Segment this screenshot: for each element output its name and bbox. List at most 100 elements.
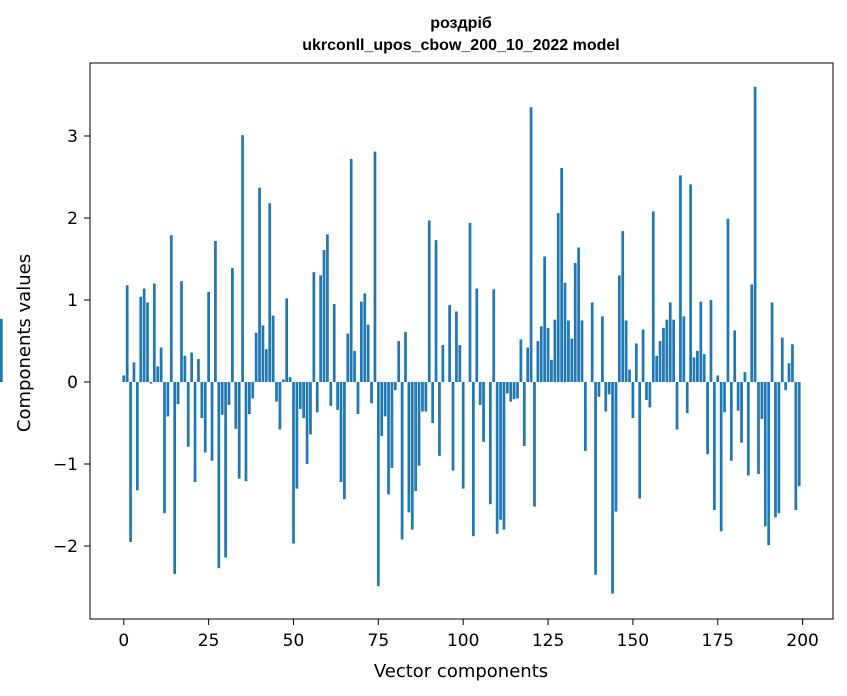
bar	[421, 382, 424, 412]
bar	[719, 382, 723, 532]
bar	[363, 293, 367, 383]
y-tick-label: 1	[67, 291, 78, 311]
bar	[614, 382, 618, 512]
bar	[186, 382, 190, 447]
bar	[169, 235, 173, 382]
bar	[414, 382, 418, 492]
bar	[573, 263, 577, 382]
bar	[173, 382, 177, 574]
x-tick-label: 100	[447, 631, 479, 651]
x-tick-label: 125	[532, 631, 564, 651]
y-tick-label: −2	[53, 537, 78, 557]
bar	[648, 382, 652, 408]
bar	[275, 382, 278, 402]
bar	[468, 222, 472, 382]
bar	[417, 382, 421, 466]
bar	[438, 382, 441, 456]
bar	[455, 311, 458, 383]
bar	[702, 354, 706, 382]
bar	[475, 288, 479, 383]
bar	[152, 283, 156, 383]
bar	[567, 320, 570, 382]
bar	[458, 345, 462, 382]
bar	[400, 382, 404, 540]
bar	[125, 285, 129, 383]
bar	[512, 382, 516, 400]
bar	[597, 382, 601, 397]
bar	[634, 343, 638, 382]
bar	[539, 326, 543, 382]
bar	[556, 213, 560, 382]
bar	[329, 382, 333, 406]
bar	[146, 302, 149, 383]
bar	[159, 347, 163, 382]
bar	[292, 382, 295, 544]
bar	[244, 382, 248, 482]
bar	[142, 288, 146, 383]
bar	[380, 382, 384, 437]
bar	[343, 382, 346, 500]
bar	[750, 284, 754, 383]
plot-frame	[89, 62, 834, 620]
bar	[166, 382, 170, 417]
bar	[682, 316, 686, 382]
bar	[0, 318, 3, 382]
bar	[288, 377, 292, 382]
bar	[607, 382, 611, 395]
bar	[536, 341, 540, 382]
bar	[332, 304, 336, 383]
bar	[763, 382, 767, 527]
bar	[254, 332, 258, 382]
bar	[563, 282, 567, 383]
bar	[577, 247, 580, 382]
bar	[285, 298, 289, 383]
bar	[590, 302, 594, 383]
bar	[529, 107, 533, 382]
bar	[499, 382, 502, 520]
bar	[706, 382, 709, 455]
bar	[407, 382, 411, 513]
bar	[736, 382, 740, 411]
bar	[360, 301, 363, 383]
bar	[692, 357, 696, 382]
bar	[774, 382, 777, 518]
bar	[448, 304, 451, 383]
bar	[770, 302, 774, 383]
bar	[220, 382, 224, 415]
bar	[373, 151, 377, 383]
bar	[665, 319, 669, 382]
y-axis-label: Components values	[14, 254, 35, 432]
bar	[495, 382, 499, 534]
bar	[197, 359, 200, 382]
bar	[472, 382, 475, 537]
bar	[322, 249, 326, 382]
bar	[672, 319, 675, 382]
bar	[522, 382, 526, 446]
bar	[729, 382, 733, 461]
bar	[163, 382, 166, 514]
bar	[784, 382, 788, 391]
bar	[743, 372, 747, 382]
bar	[315, 382, 319, 413]
bar	[699, 301, 703, 383]
x-tick-label: 75	[368, 631, 390, 651]
bar	[716, 375, 720, 382]
bar	[217, 382, 221, 569]
bar	[668, 302, 672, 383]
bar	[787, 363, 791, 382]
bar	[797, 382, 801, 487]
bar	[319, 275, 322, 383]
bar	[434, 240, 438, 382]
bar	[193, 382, 197, 483]
bar	[241, 135, 244, 383]
bar	[224, 382, 227, 558]
bar	[461, 382, 465, 489]
bar	[509, 382, 513, 402]
bar	[746, 382, 750, 476]
bar	[488, 382, 492, 505]
bar	[723, 382, 726, 413]
bar	[617, 275, 621, 383]
bar	[502, 382, 506, 530]
bar	[383, 382, 387, 417]
bar	[624, 320, 628, 382]
